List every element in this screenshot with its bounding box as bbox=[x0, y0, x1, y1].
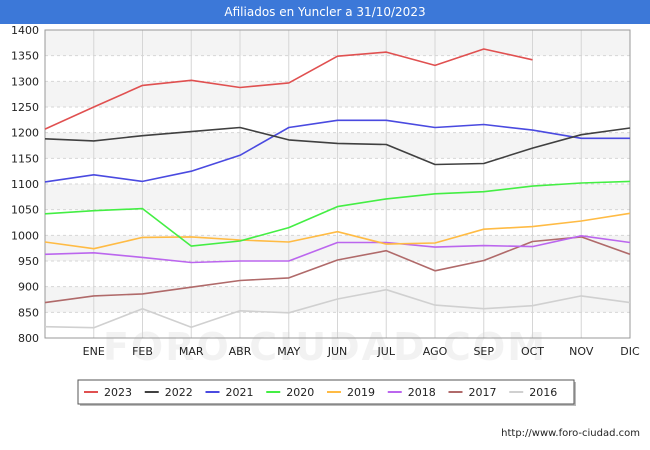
legend-label-2022: 2022 bbox=[165, 386, 193, 399]
legend-label-2021: 2021 bbox=[226, 386, 254, 399]
x-tick-label: SEP bbox=[473, 345, 494, 358]
legend-box bbox=[77, 379, 575, 405]
x-tick-label: MAY bbox=[277, 345, 300, 358]
series-line-2020 bbox=[44, 180, 631, 247]
series-line-2019 bbox=[44, 212, 631, 250]
x-tick-label: OCT bbox=[521, 345, 544, 358]
chart-title: Afiliados en Yuncler a 31/10/2023 bbox=[0, 0, 650, 24]
y-tick-label: 1000 bbox=[11, 229, 39, 242]
y-tick-label: 900 bbox=[18, 281, 39, 294]
y-tick-label: 1100 bbox=[11, 178, 39, 191]
legend-label-2018: 2018 bbox=[408, 386, 436, 399]
x-tick-label: ENE bbox=[83, 345, 105, 358]
x-tick-label: MAR bbox=[179, 345, 204, 358]
series-line-2023 bbox=[44, 48, 533, 130]
y-tick-label: 1150 bbox=[11, 152, 39, 165]
source-url[interactable]: http://www.foro-ciudad.com bbox=[501, 428, 640, 439]
x-tick-label: AGO bbox=[423, 345, 448, 358]
legend-label-2016: 2016 bbox=[529, 386, 557, 399]
series-line-2021 bbox=[44, 119, 630, 183]
legend-label-2019: 2019 bbox=[347, 386, 375, 399]
y-tick-label: 1250 bbox=[11, 101, 39, 114]
x-tick-label: NOV bbox=[569, 345, 594, 358]
series-line-2016 bbox=[44, 288, 631, 329]
y-tick-label: 1200 bbox=[11, 127, 39, 140]
y-tick-label: 800 bbox=[18, 332, 39, 345]
legend-label-2023: 2023 bbox=[104, 386, 132, 399]
legend-label-2017: 2017 bbox=[469, 386, 497, 399]
y-tick-label: 1300 bbox=[11, 75, 39, 88]
series-line-2022 bbox=[44, 126, 631, 166]
legend-label-2020: 2020 bbox=[286, 386, 314, 399]
y-tick-label: 1400 bbox=[11, 24, 39, 37]
x-tick-label: JUL bbox=[377, 345, 396, 358]
y-tick-label: 1050 bbox=[11, 204, 39, 217]
x-tick-label: FEB bbox=[132, 345, 153, 358]
series-line-2018 bbox=[44, 235, 631, 264]
y-tick-label: 850 bbox=[18, 306, 39, 319]
plot-frame bbox=[44, 29, 631, 339]
watermark: FORO-CIUDAD.COM bbox=[102, 325, 548, 369]
series-line-2017 bbox=[44, 236, 631, 304]
x-tick-label: DIC bbox=[620, 345, 640, 358]
x-tick-label: ABR bbox=[229, 345, 252, 358]
x-tick-label: JUN bbox=[327, 345, 348, 358]
y-tick-label: 950 bbox=[18, 255, 39, 268]
y-tick-label: 1350 bbox=[11, 50, 39, 63]
